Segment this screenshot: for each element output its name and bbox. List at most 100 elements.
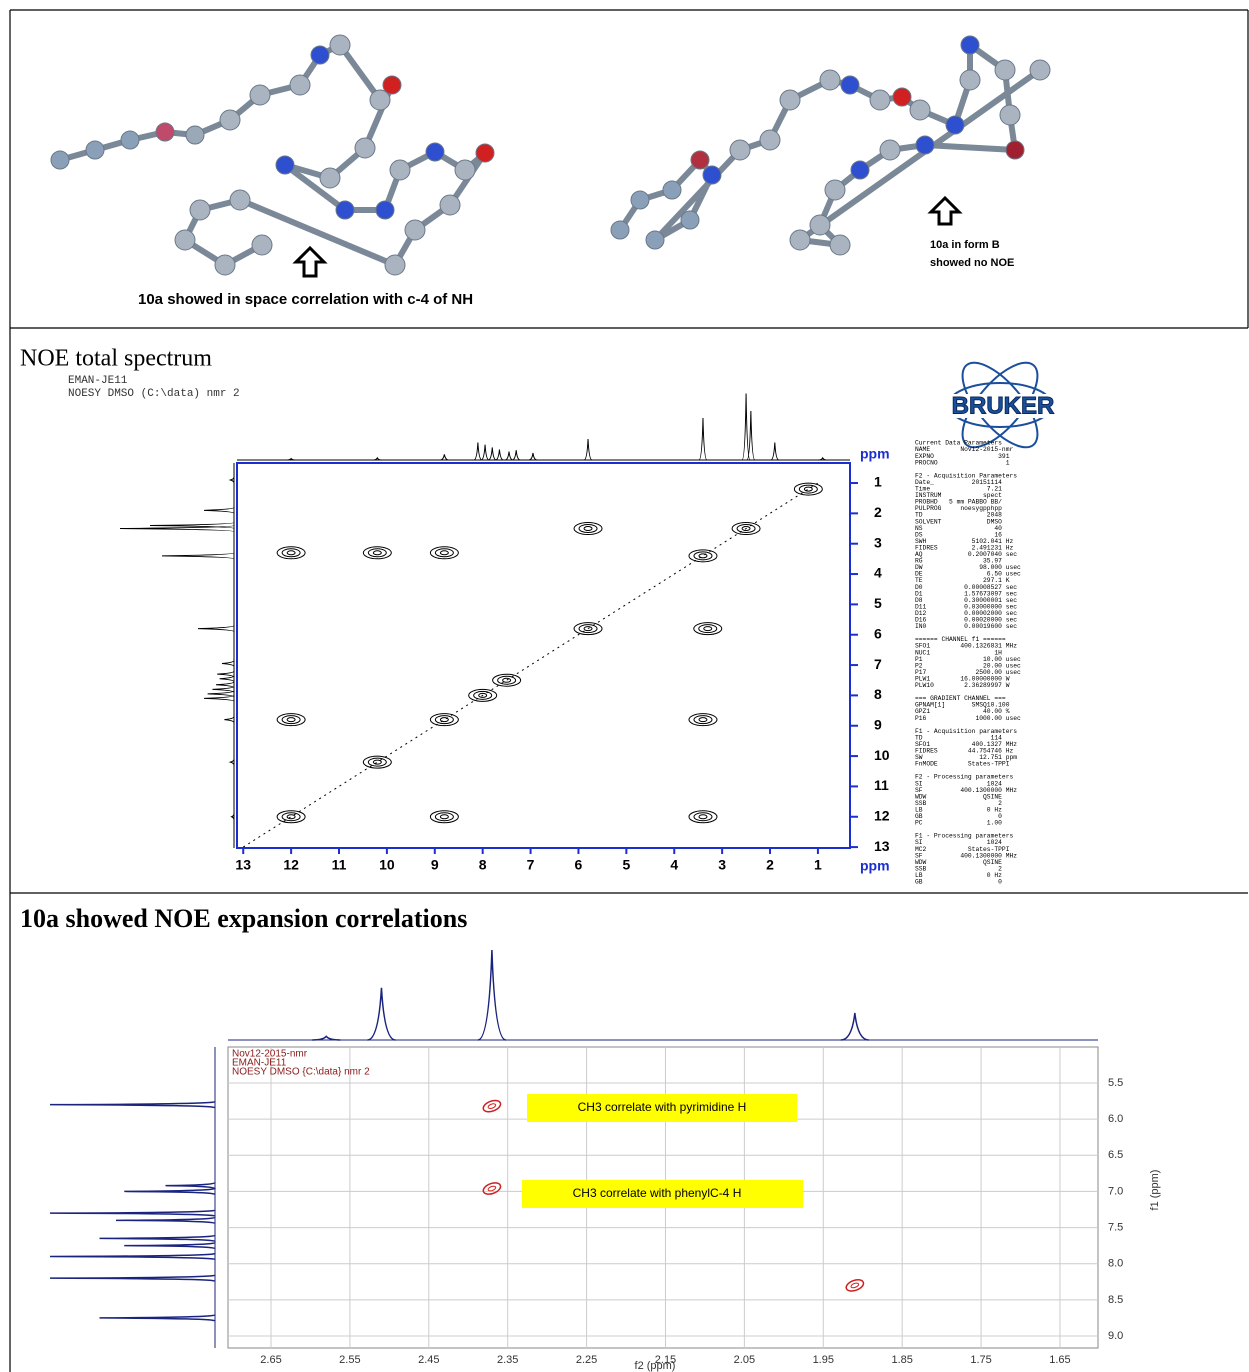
caption: showed no NOE xyxy=(930,257,1014,269)
x-tick-label: 10 xyxy=(379,857,395,873)
y-tick-label: 7.5 xyxy=(1108,1221,1123,1233)
atom xyxy=(455,160,475,180)
atom xyxy=(121,131,139,149)
cross-peak xyxy=(282,549,300,557)
parameter-line: GB 0 xyxy=(915,879,1002,886)
caption: 10a showed in space correlation with c-4… xyxy=(138,291,473,308)
y-tick-label: 2 xyxy=(874,504,882,520)
y-axis-label: f1 (ppm) xyxy=(1149,1170,1161,1211)
projection-peak xyxy=(212,686,234,692)
atom xyxy=(760,130,780,150)
atom xyxy=(851,161,869,179)
parameter-line: PLW10 2.36289997 W xyxy=(915,682,1010,689)
parameter-line: PC 1.00 xyxy=(915,820,1002,827)
y-tick-label: 12 xyxy=(874,807,890,823)
projection-peak xyxy=(481,445,489,460)
projection-peak xyxy=(204,695,234,701)
x-tick-label: 9 xyxy=(431,857,439,873)
atom xyxy=(426,143,444,161)
projection-peak xyxy=(208,691,234,697)
cross-peak xyxy=(368,549,386,557)
y-tick-label: 5 xyxy=(874,595,882,611)
atom xyxy=(385,255,405,275)
cross-peak xyxy=(482,1181,502,1197)
atom xyxy=(820,70,840,90)
cross-peak xyxy=(850,1282,859,1288)
cross-peak xyxy=(704,627,712,631)
atom xyxy=(376,201,394,219)
atom xyxy=(440,195,460,215)
x-tick-label: 1.95 xyxy=(813,1354,834,1366)
cross-peak xyxy=(694,813,712,821)
spectrum-expansion: 2.652.552.452.352.252.152.051.951.851.75… xyxy=(50,950,1161,1372)
projection-peak xyxy=(50,1102,215,1108)
header: EMAN-JE11 xyxy=(68,375,128,387)
projection-peak xyxy=(367,988,395,1040)
projection-peak xyxy=(222,661,234,667)
projection-peak xyxy=(312,1036,340,1040)
x-tick-label: 8 xyxy=(479,857,487,873)
atom xyxy=(995,60,1015,80)
atom xyxy=(663,181,681,199)
cross-peak xyxy=(694,716,712,724)
x-tick-label: 2 xyxy=(766,857,774,873)
cross-peak xyxy=(579,525,597,533)
atom xyxy=(631,191,649,209)
projection-peak xyxy=(100,1235,216,1241)
atom xyxy=(51,151,69,169)
parameter-line: P16 1000.00 usec xyxy=(915,715,1021,722)
x-tick-label: 1.85 xyxy=(891,1354,912,1366)
parameter-line: FnMODE States-TPPI xyxy=(915,761,1010,768)
x-tick-label: 1.65 xyxy=(1049,1354,1070,1366)
bond xyxy=(800,70,1040,240)
y-tick-label: 8.5 xyxy=(1108,1294,1123,1306)
x-tick-label: 2.25 xyxy=(576,1354,597,1366)
projection-peak xyxy=(512,450,520,460)
cross-peak xyxy=(487,1103,496,1109)
x-tick-label: 2.05 xyxy=(734,1354,755,1366)
cross-peak xyxy=(282,716,300,724)
axis-unit: ppm xyxy=(860,858,890,874)
cross-peak xyxy=(804,487,812,491)
cross-peak xyxy=(482,1098,502,1114)
atom xyxy=(1006,141,1024,159)
atom xyxy=(355,138,375,158)
atom xyxy=(916,136,934,154)
header: NOESY DMSO {C:\data} nmr 2 xyxy=(232,1067,370,1078)
atom xyxy=(790,230,810,250)
atom xyxy=(175,230,195,250)
projection-peak xyxy=(474,443,482,461)
y-tick-label: 3 xyxy=(874,534,882,550)
cross-peak xyxy=(694,552,712,560)
y-tick-label: 6.5 xyxy=(1108,1149,1123,1161)
atom xyxy=(220,110,240,130)
page: 10a showed in space correlation with c-4… xyxy=(0,0,1249,1372)
projection-peak xyxy=(488,447,496,460)
x-axis-label: f2 (ppm) xyxy=(635,1360,676,1372)
x-tick-label: 7 xyxy=(527,857,535,873)
cross-peak xyxy=(699,554,707,558)
cross-peak xyxy=(699,625,717,633)
cross-peak xyxy=(699,718,707,722)
annotation: CH3 correlate with phenylC-4 H xyxy=(573,1186,742,1200)
x-tick-label: 11 xyxy=(332,857,347,873)
panel-title: 10a showed NOE expansion correlations xyxy=(20,904,467,933)
atom xyxy=(383,76,401,94)
atom xyxy=(215,255,235,275)
x-tick-label: 5 xyxy=(622,857,630,873)
header: NOESY DMSO (C:\data) nmr 2 xyxy=(68,388,240,400)
x-tick-label: 2.55 xyxy=(339,1354,360,1366)
atom xyxy=(250,85,270,105)
y-tick-label: 4 xyxy=(874,565,882,581)
projection-peak xyxy=(505,452,513,460)
cross-peak xyxy=(435,813,453,821)
atom xyxy=(186,126,204,144)
atom xyxy=(946,116,964,134)
cross-peak xyxy=(503,678,511,682)
y-tick-label: 8.0 xyxy=(1108,1258,1123,1270)
projection-peak xyxy=(124,1188,215,1194)
y-tick-label: 6 xyxy=(874,625,882,641)
cross-peak xyxy=(440,551,448,555)
projection-peak xyxy=(124,1243,215,1249)
